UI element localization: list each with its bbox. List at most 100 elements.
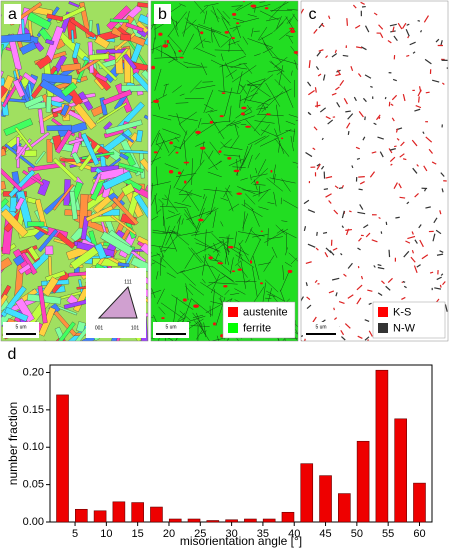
boundary [163, 216, 166, 232]
boundary-seg [402, 94, 406, 102]
boundary [220, 272, 234, 282]
grain [134, 194, 148, 219]
bar [93, 510, 107, 523]
boundary [155, 271, 159, 280]
austenite-speck [153, 151, 158, 154]
boundary-seg [411, 139, 418, 147]
austenite-speck [249, 260, 253, 264]
boundary-seg [397, 22, 403, 30]
boundary [238, 84, 245, 88]
boundary-seg [412, 51, 416, 54]
boundary [238, 63, 248, 65]
boundary [257, 26, 268, 41]
boundary [240, 84, 248, 95]
austenite-speck [169, 141, 173, 145]
boundary-seg [307, 243, 316, 248]
austenite-speck [280, 137, 284, 140]
boundary [151, 94, 168, 104]
boundary-seg [323, 188, 329, 191]
grain [146, 69, 148, 73]
boundary-seg [395, 128, 399, 133]
boundary [201, 120, 231, 125]
boundary [219, 55, 246, 68]
boundary [247, 83, 261, 86]
boundary-seg [399, 153, 405, 158]
grain [94, 243, 107, 260]
austenite-speck [184, 180, 187, 184]
boundary-seg [416, 164, 419, 167]
boundary-seg [334, 49, 337, 53]
boundary [152, 232, 168, 234]
boundary-seg [303, 199, 310, 205]
austenite-speck [193, 304, 199, 308]
austenite-speck [237, 268, 242, 271]
grain [61, 81, 78, 97]
grain [3, 118, 34, 136]
boundary-seg [318, 22, 324, 29]
boundary [282, 265, 284, 280]
boundary [201, 278, 206, 284]
boundary [152, 37, 155, 54]
boundary [288, 14, 295, 24]
panel-label: d [8, 346, 17, 363]
grain [1, 43, 4, 61]
boundary [216, 8, 231, 26]
grain [46, 139, 53, 163]
boundary [182, 189, 193, 203]
boundary [179, 123, 188, 135]
grain [52, 157, 78, 182]
boundary-seg [345, 110, 351, 113]
boundary [250, 229, 261, 241]
boundary [238, 154, 242, 164]
boundary [151, 181, 171, 187]
boundary-seg [392, 78, 397, 82]
boundary-seg [378, 116, 381, 120]
grain [93, 195, 112, 214]
boundary [198, 24, 222, 33]
grain [22, 72, 38, 85]
grain [132, 71, 148, 93]
bar [244, 518, 257, 523]
boundary [252, 267, 258, 297]
grain [80, 132, 100, 166]
austenite-speck [270, 169, 273, 173]
grain [19, 41, 37, 55]
grain [12, 79, 26, 98]
boundary [239, 95, 241, 108]
boundary-seg [322, 74, 326, 81]
grain [1, 257, 13, 271]
boundary [227, 336, 229, 341]
boundary [228, 203, 240, 211]
grain [46, 124, 72, 132]
boundary-seg [407, 235, 416, 240]
boundary-seg [402, 22, 407, 29]
boundary [200, 62, 208, 76]
x-tick-label: 60 [413, 528, 425, 540]
boundary-seg [360, 1, 365, 5]
boundary [218, 90, 241, 94]
boundary [154, 56, 183, 59]
grain [80, 216, 90, 240]
boundary-seg [356, 284, 363, 291]
boundary [151, 45, 162, 51]
boundary [176, 173, 197, 177]
boundary-seg [336, 102, 341, 108]
boundary-seg [375, 114, 381, 121]
grain [27, 221, 45, 227]
boundary [204, 104, 214, 110]
boundary [151, 262, 156, 265]
bnd-bg [301, 1, 448, 341]
grain [1, 85, 8, 100]
boundary-seg [406, 201, 410, 205]
grain [139, 157, 148, 173]
boundary [264, 43, 273, 57]
austenite-speck [231, 270, 236, 273]
y-tick-label: 0.05 [23, 479, 44, 491]
boundary [214, 49, 244, 52]
boundary-seg [322, 231, 328, 234]
boundary [242, 189, 262, 193]
boundary [228, 158, 244, 166]
boundary [166, 185, 171, 207]
boundary [235, 4, 244, 11]
